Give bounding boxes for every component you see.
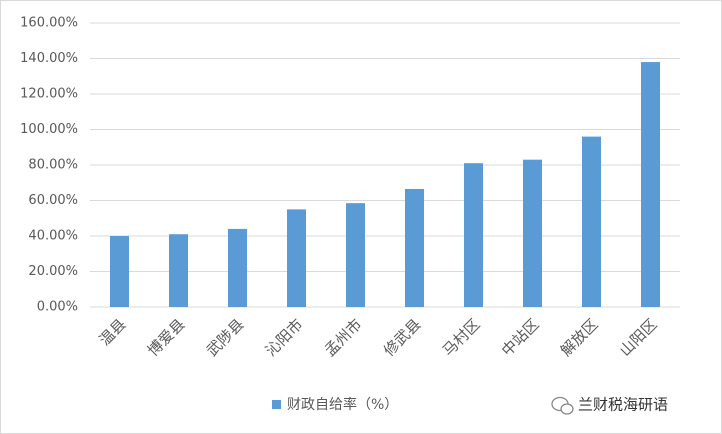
bar [228,228,247,307]
bar [405,188,424,307]
bar [169,234,188,307]
y-tick-label: 140.00% [20,51,78,66]
bar [464,163,483,307]
bar [346,203,365,307]
wechat-icon [551,396,574,415]
y-tick-label: 100.00% [20,122,78,137]
y-tick-label: 160.00% [20,16,78,31]
watermark: 兰财税海研语 [578,396,668,414]
y-tick-label: 40.00% [28,229,78,244]
y-tick-label: 0.00% [37,300,78,315]
bar [287,209,306,307]
bar [641,62,660,307]
bar [523,159,542,307]
y-tick-label: 20.00% [28,264,78,279]
legend-label: 财政自给率（%） [287,396,398,413]
bar [582,136,601,307]
bar [110,236,129,307]
y-tick-label: 120.00% [20,87,78,102]
y-tick-label: 80.00% [28,158,78,173]
y-tick-label: 60.00% [28,193,78,208]
legend-swatch [272,400,281,409]
